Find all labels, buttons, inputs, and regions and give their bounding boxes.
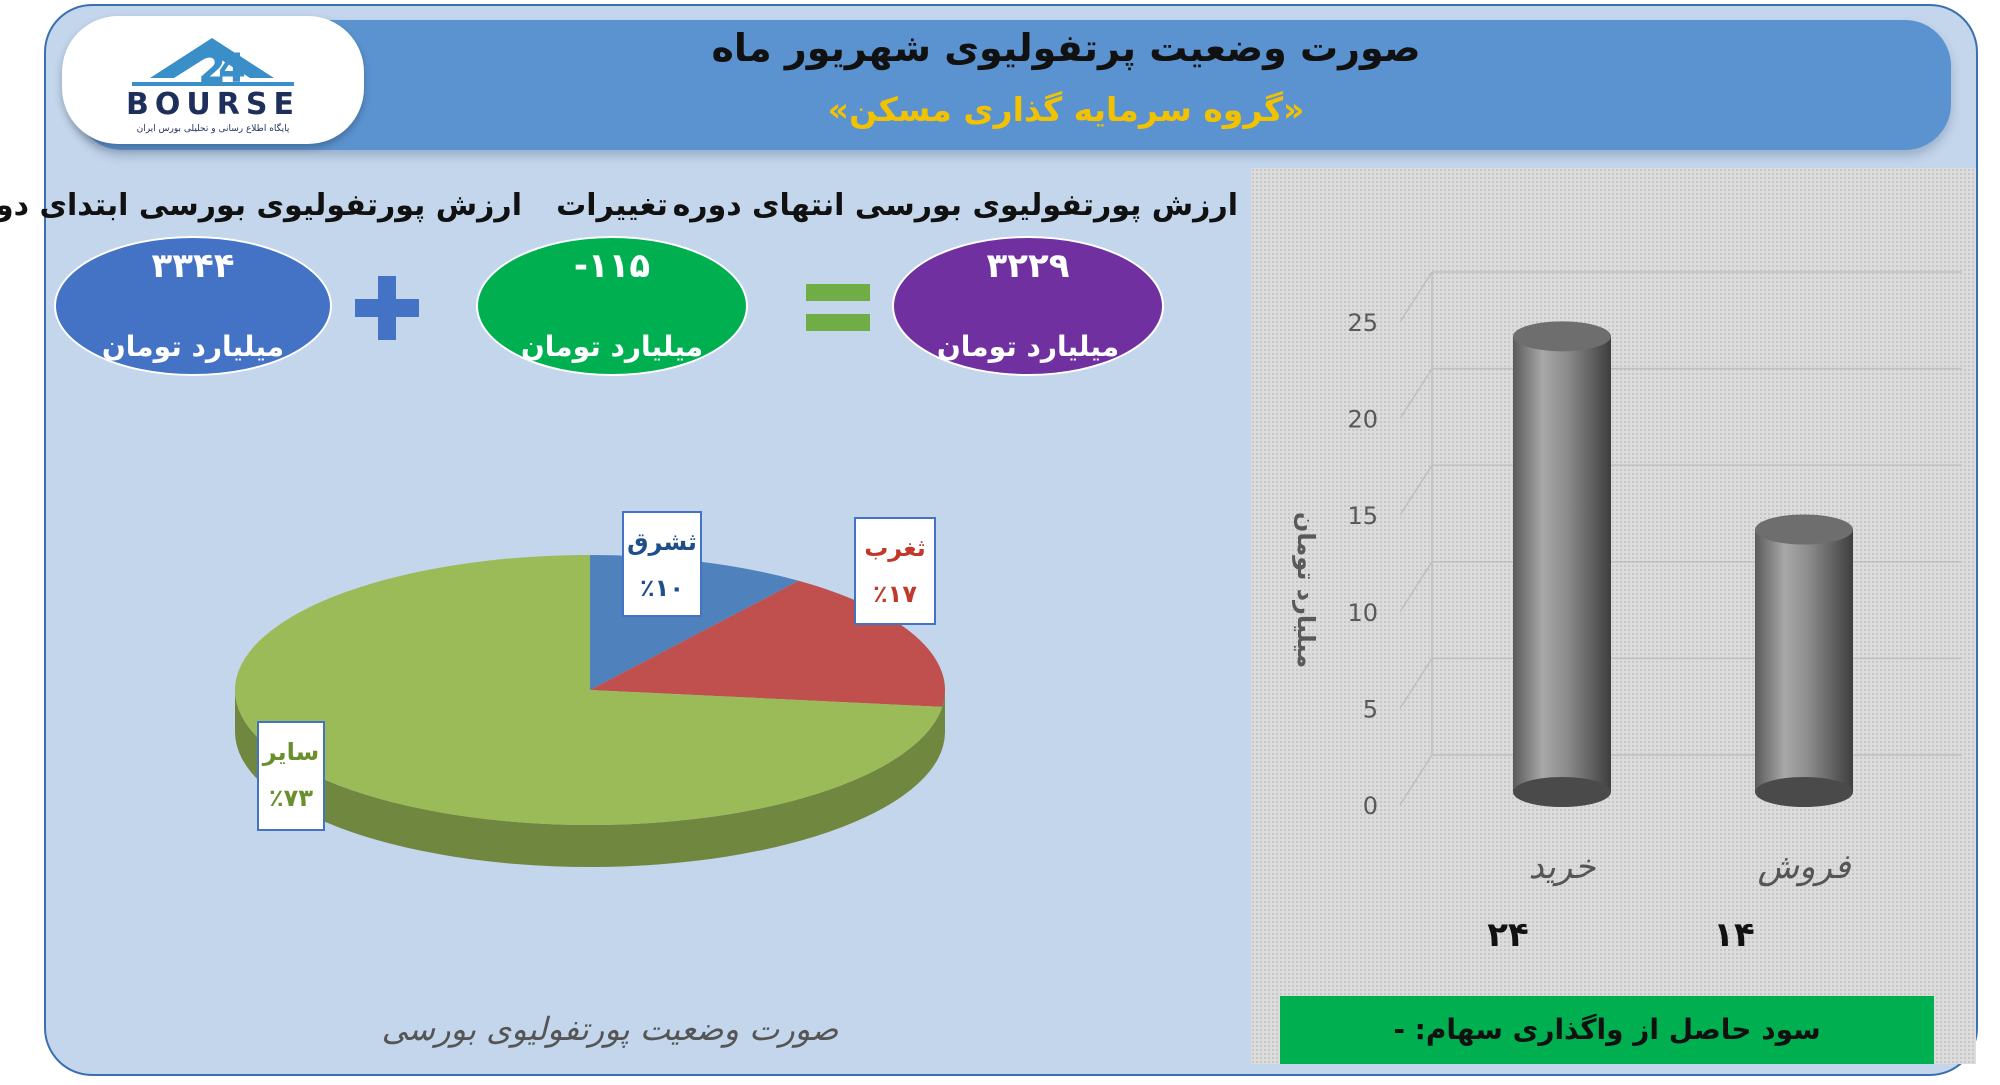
bar-top [1755,514,1853,545]
change-unit: میلیارد تومان [520,330,704,363]
y-tick-label: 5 [1363,695,1378,723]
bar-gridline-depth [1399,368,1433,420]
logo-mark-icon: 2 4 BOURSE پایگاه اطلاع رسانی و تحلیلی ب… [126,38,300,134]
bar-value-label: ۲۴ [1487,915,1529,955]
y-tick-label: 0 [1363,792,1378,820]
change-label: تغییرات [556,188,668,223]
pie-slice-value: ٪۷۳ [269,784,313,812]
bar [1513,336,1611,792]
end-value-unit: میلیارد تومان [936,330,1120,363]
pie-callout-box [622,511,702,617]
start-value: ۳۳۴۴ [151,246,235,286]
bar-base [1513,777,1611,807]
change-ellipse: -۱۱۵ میلیارد تومان [476,236,748,376]
x-category-label: خرید [1528,847,1596,887]
bar-base [1755,777,1853,807]
bar-top [1513,321,1611,352]
pie-callout-box [854,517,936,625]
pie-slice-label: سایر [262,738,320,766]
profit-from-sale-box: سود حاصل از واگذاری سهام: - [1280,996,1934,1064]
y-axis-label: میلیارد تومان [1292,512,1320,668]
page-title: صورت وضعیت پرتفولیوی شهریور ماه [711,26,1421,70]
start-value-unit: میلیارد تومان [101,330,285,363]
logo-text: BOURSE [126,87,300,122]
pie-slice-label: ثغرب [864,534,926,562]
change-value: -۱۱۵ [573,246,651,286]
pie-chart-title: صورت وضعیت پورتفولیوی بورسی [381,1010,839,1048]
header-banner: صورت وضعیت پرتفولیوی شهریور ماه «گروه سر… [76,20,1951,150]
pie-slice-value: ٪۱۷ [873,580,917,608]
bar [1755,529,1853,792]
logo-tagline: پایگاه اطلاع رسانی و تحلیلی بورس ایران [137,122,290,134]
equals-icon [806,284,870,331]
pie-slice [234,555,943,825]
plus-icon [355,276,419,340]
x-category-label: فروش [1758,847,1852,887]
pie-slice-label: ثشرق [627,528,697,556]
y-tick-label: 10 [1347,599,1378,627]
page-subtitle: «گروه سرمایه گذاری مسکن» [827,90,1305,129]
pie-side [235,690,945,867]
bar-gridline-depth [1399,754,1433,806]
end-value-label: ارزش پورتفولیوی بورسی انتهای دوره [672,188,1238,223]
y-tick-label: 15 [1347,502,1378,530]
bar-gridline-depth [1399,657,1433,709]
bar-gridline-depth [1399,271,1433,323]
y-tick-label: 20 [1347,406,1378,434]
y-tick-label: 25 [1347,309,1378,337]
bar-gridline-depth [1399,464,1433,516]
pie-slice-value: ٪۱۰ [640,574,684,602]
start-value-ellipse: ۳۳۴۴ میلیارد تومان [54,236,332,376]
bourse-logo: 2 4 BOURSE پایگاه اطلاع رسانی و تحلیلی ب… [62,16,364,144]
start-value-label: ارزش پورتفولیوی بورسی ابتدای دوره [0,188,522,223]
end-value: ۳۲۲۹ [986,246,1070,286]
end-value-ellipse: ۳۲۲۹ میلیارد تومان [892,236,1164,376]
pie-callout-box [257,721,325,831]
bar-gridline-depth [1399,561,1433,613]
bar-value-label: ۱۴ [1713,915,1755,955]
bar-chart-panel [1251,168,1976,1064]
